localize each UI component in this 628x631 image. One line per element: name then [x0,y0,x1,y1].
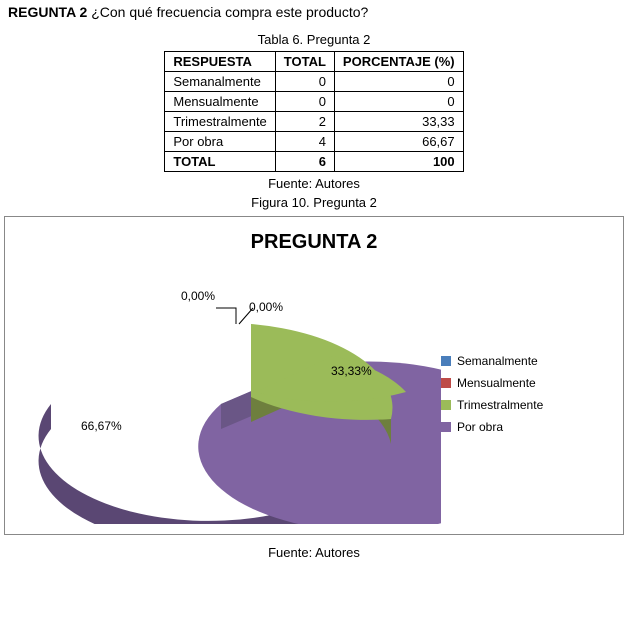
cell-pct: 33,33 [334,112,463,132]
cell-total-pct: 100 [334,152,463,172]
cell-label: Trimestralmente [165,112,275,132]
callout-line [216,308,236,324]
figure-caption: Figura 10. Pregunta 2 [0,195,628,210]
table-row: Trimestralmente 2 33,33 [165,112,463,132]
question-line: REGUNTA 2 ¿Con qué frecuencia compra est… [8,0,628,28]
table-row: Semanalmente 0 0 [165,72,463,92]
legend-swatch-icon [441,422,451,432]
table-total-row: TOTAL 6 100 [165,152,463,172]
legend-item: Trimestralmente [441,398,601,412]
cell-pct: 0 [334,72,463,92]
legend-swatch-icon [441,400,451,410]
cell-total-label: TOTAL [165,152,275,172]
pie-chart: 0,00% 0,00% 33,33% 66,67% [11,264,441,524]
legend-item: Semanalmente [441,354,601,368]
pct-label-mensualmente: 0,00% [249,300,283,314]
cell-label: Por obra [165,132,275,152]
table-header-row: RESPUESTA TOTAL PORCENTAJE (%) [165,52,463,72]
figure-source: Fuente: Autores [0,545,628,560]
legend-item: Mensualmente [441,376,601,390]
legend-label: Semanalmente [457,354,538,368]
cell-total: 2 [275,112,334,132]
cell-pct: 0 [334,92,463,112]
col-header-total: TOTAL [275,52,334,72]
chart-container: PREGUNTA 2 [4,216,624,535]
legend-label: Mensualmente [457,376,536,390]
data-table: RESPUESTA TOTAL PORCENTAJE (%) Semanalme… [164,51,463,172]
question-text: ¿Con qué frecuencia compra este producto… [87,4,368,20]
chart-inner: 0,00% 0,00% 33,33% 66,67% Semanalmente M… [11,264,617,524]
cell-label: Mensualmente [165,92,275,112]
legend-label: Por obra [457,420,503,434]
col-header-respuesta: RESPUESTA [165,52,275,72]
cell-total: 0 [275,72,334,92]
pct-label-semanalmente: 0,00% [181,289,215,303]
cell-total: 4 [275,132,334,152]
question-prefix: REGUNTA 2 [8,4,87,20]
cell-label: Semanalmente [165,72,275,92]
pct-label-trimestralmente: 33,33% [331,364,372,378]
pct-label-porobra: 66,67% [81,419,122,433]
col-header-porcentaje: PORCENTAJE (%) [334,52,463,72]
table-source: Fuente: Autores [0,176,628,191]
chart-legend: Semanalmente Mensualmente Trimestralment… [441,346,601,442]
legend-swatch-icon [441,378,451,388]
document-page: REGUNTA 2 ¿Con qué frecuencia compra est… [0,0,628,560]
cell-pct: 66,67 [334,132,463,152]
legend-label: Trimestralmente [457,398,543,412]
legend-swatch-icon [441,356,451,366]
table-caption: Tabla 6. Pregunta 2 [0,32,628,47]
chart-title: PREGUNTA 2 [11,231,617,254]
cell-total: 0 [275,92,334,112]
table-row: Por obra 4 66,67 [165,132,463,152]
pie-svg [11,264,441,524]
cell-total-total: 6 [275,152,334,172]
legend-item: Por obra [441,420,601,434]
table-row: Mensualmente 0 0 [165,92,463,112]
